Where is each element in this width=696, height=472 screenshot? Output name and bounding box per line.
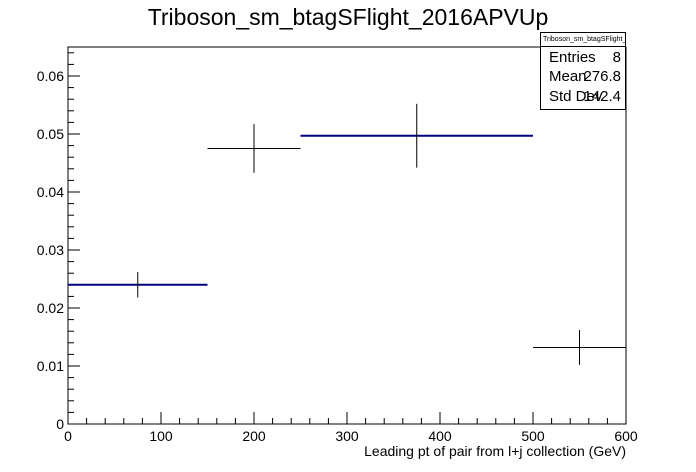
y-tick-label: 0.02 — [37, 300, 64, 316]
histogram-bin — [533, 330, 626, 365]
x-tick-label: 400 — [428, 428, 452, 444]
histogram-bins — [68, 103, 626, 365]
y-tick-label: 0.05 — [37, 126, 64, 142]
stats-title: Triboson_sm_btagSFlight_2016APVUp — [541, 33, 625, 47]
y-tick-label: 0.06 — [37, 68, 64, 84]
y-axis: 0 0.01 0.02 0.03 0.04 0.05 0.06 — [37, 52, 80, 432]
x-tick-label: 500 — [521, 428, 545, 444]
x-tick-label: 600 — [614, 428, 638, 444]
y-tick-label: 0.04 — [37, 184, 64, 200]
chart-title: Triboson_sm_btagSFlight_2016APVUp — [148, 4, 549, 30]
histogram-bin — [207, 124, 301, 173]
stats-box: Triboson_sm_btagSFlight_2016APVUp Entrie… — [540, 32, 626, 110]
entries-label: Entries — [549, 49, 596, 66]
stddev-label: Std Dev — [549, 88, 603, 105]
x-tick-label: 100 — [149, 428, 173, 444]
x-axis: 0 100 200 300 400 500 600 — [64, 412, 638, 444]
stats-row-entries: Entries 8 — [541, 49, 625, 67]
mean-value: 276.8 — [583, 68, 621, 85]
y-tick-label: 0.01 — [37, 358, 64, 374]
y-tick-label: 0 — [56, 416, 64, 432]
stats-row-mean: Mean 276.8 — [541, 68, 625, 86]
x-tick-label: 200 — [242, 428, 266, 444]
histogram-bin — [300, 103, 533, 168]
x-tick-label: 0 — [64, 428, 72, 444]
x-tick-label: 300 — [335, 428, 359, 444]
mean-label: Mean — [549, 68, 587, 85]
stats-row-stddev: Std Dev 142.4 — [541, 88, 625, 106]
y-tick-label: 0.03 — [37, 242, 64, 258]
entries-value: 8 — [612, 49, 621, 66]
stddev-value: 142.4 — [583, 88, 621, 105]
x-axis-label: Leading pt of pair from l+j collection (… — [364, 443, 626, 459]
histogram-bin — [68, 272, 208, 298]
